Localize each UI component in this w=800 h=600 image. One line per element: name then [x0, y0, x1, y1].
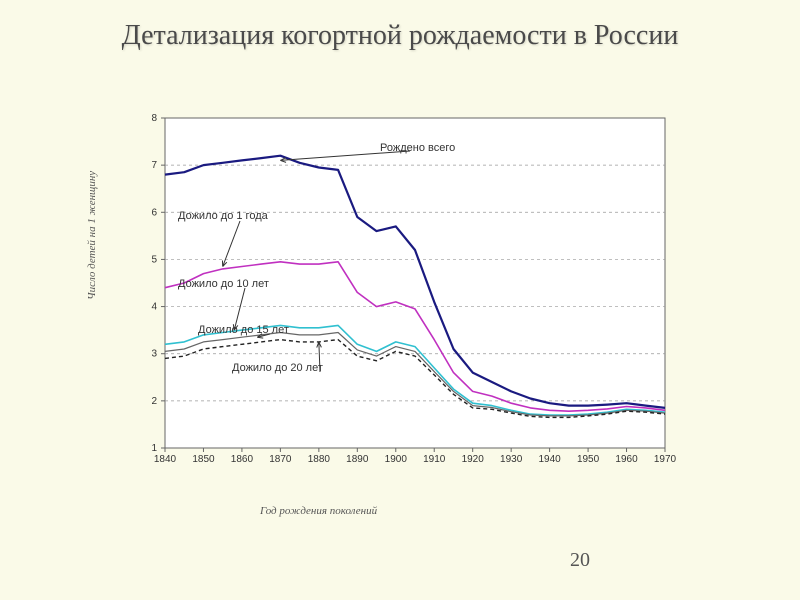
svg-text:1890: 1890: [346, 454, 369, 465]
page-title: Детализация когортной рождаемости в Росс…: [0, 0, 800, 53]
svg-text:2: 2: [151, 396, 157, 407]
x-axis-label: Год рождения поколений: [260, 505, 377, 517]
svg-text:5: 5: [151, 254, 157, 265]
svg-text:1950: 1950: [577, 454, 600, 465]
svg-text:1850: 1850: [192, 454, 215, 465]
y-axis-label: Число детей на 1 женщину: [86, 171, 98, 300]
svg-text:1930: 1930: [500, 454, 523, 465]
svg-text:1900: 1900: [385, 454, 408, 465]
page-number: 20: [570, 549, 590, 572]
svg-text:8: 8: [151, 113, 157, 124]
annotation-survived-1: Дожило до 1 года: [178, 210, 268, 222]
svg-text:1970: 1970: [654, 454, 677, 465]
svg-text:1910: 1910: [423, 454, 446, 465]
svg-text:1: 1: [151, 443, 157, 454]
svg-text:1940: 1940: [538, 454, 561, 465]
annotation-survived-10: Дожило до 10 лет: [178, 278, 269, 290]
svg-text:1870: 1870: [269, 454, 292, 465]
svg-text:1860: 1860: [231, 454, 254, 465]
svg-text:3: 3: [151, 349, 157, 360]
annotation-total-born: Рождено всего: [380, 142, 455, 154]
svg-text:7: 7: [151, 160, 157, 171]
svg-text:6: 6: [151, 207, 157, 218]
annotation-survived-20: Дожило до 20 лет: [232, 362, 323, 374]
svg-text:1840: 1840: [154, 454, 177, 465]
svg-text:1960: 1960: [615, 454, 638, 465]
svg-text:1880: 1880: [308, 454, 331, 465]
annotation-survived-15: Дожило до 15 лет: [198, 324, 289, 336]
svg-text:4: 4: [151, 302, 157, 313]
cohort-fertility-chart: 1 2 3 4 5 6 7 8 1840 1850 1860 1870 1880 1890 1900 1910…: [120, 110, 680, 490]
svg-text:1920: 1920: [462, 454, 485, 465]
